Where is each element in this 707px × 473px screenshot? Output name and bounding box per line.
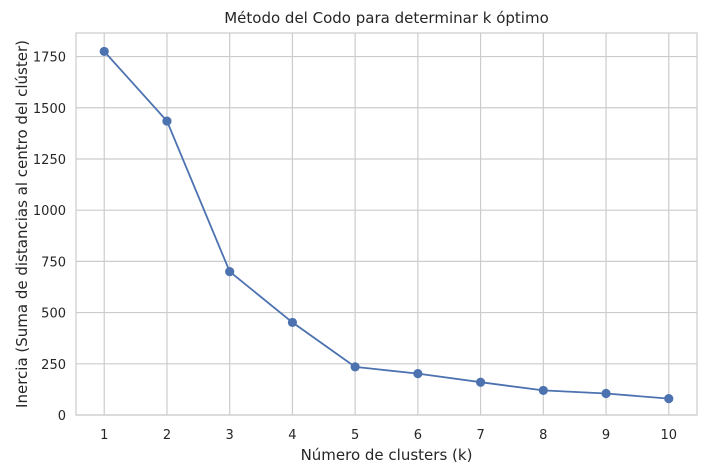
x-tick-label: 2 — [163, 428, 171, 443]
plot-frame — [75, 32, 698, 416]
y-tick-label: 1500 — [33, 102, 66, 117]
y-tick-label: 1750 — [33, 51, 66, 66]
x-tick-label: 1 — [100, 428, 108, 443]
y-axis-ticks: 0 250 500 750 1000 1250 1500 1750 — [33, 51, 66, 424]
data-point — [538, 385, 548, 396]
series-line — [103, 50, 669, 400]
y-tick-label: 1000 — [33, 204, 66, 219]
x-tick-label: 3 — [226, 428, 234, 443]
y-tick-label: 500 — [41, 307, 66, 322]
x-tick-label: 10 — [660, 428, 677, 443]
x-axis-ticks: 1 2 3 4 5 6 7 8 9 10 — [100, 428, 677, 443]
data-point — [413, 369, 423, 379]
x-tick-label: 4 — [288, 428, 296, 443]
series-layer — [99, 46, 674, 404]
data-point — [350, 362, 360, 372]
chart-title: Método del Codo para determinar k óptimo — [224, 9, 549, 27]
data-point — [162, 116, 172, 126]
x-tick-label: 9 — [602, 428, 610, 443]
y-axis-title: Inercia (Suma de distancias al centro de… — [13, 40, 31, 408]
data-point — [601, 388, 611, 399]
y-tick-label: 750 — [41, 255, 66, 270]
data-point — [287, 317, 298, 328]
y-tick-label: 250 — [41, 358, 66, 373]
x-tick-label: 8 — [539, 428, 547, 443]
grid — [76, 33, 697, 416]
x-tick-label: 6 — [414, 428, 422, 443]
data-point — [475, 377, 486, 387]
x-tick-label: 7 — [476, 428, 484, 443]
x-axis-title: Número de clusters (k) — [301, 446, 473, 464]
data-point — [664, 394, 674, 404]
y-tick-label: 0 — [58, 409, 66, 424]
y-tick-label: 1250 — [33, 153, 66, 168]
data-point — [99, 46, 109, 57]
x-tick-label: 5 — [351, 428, 359, 443]
data-point — [225, 267, 235, 277]
